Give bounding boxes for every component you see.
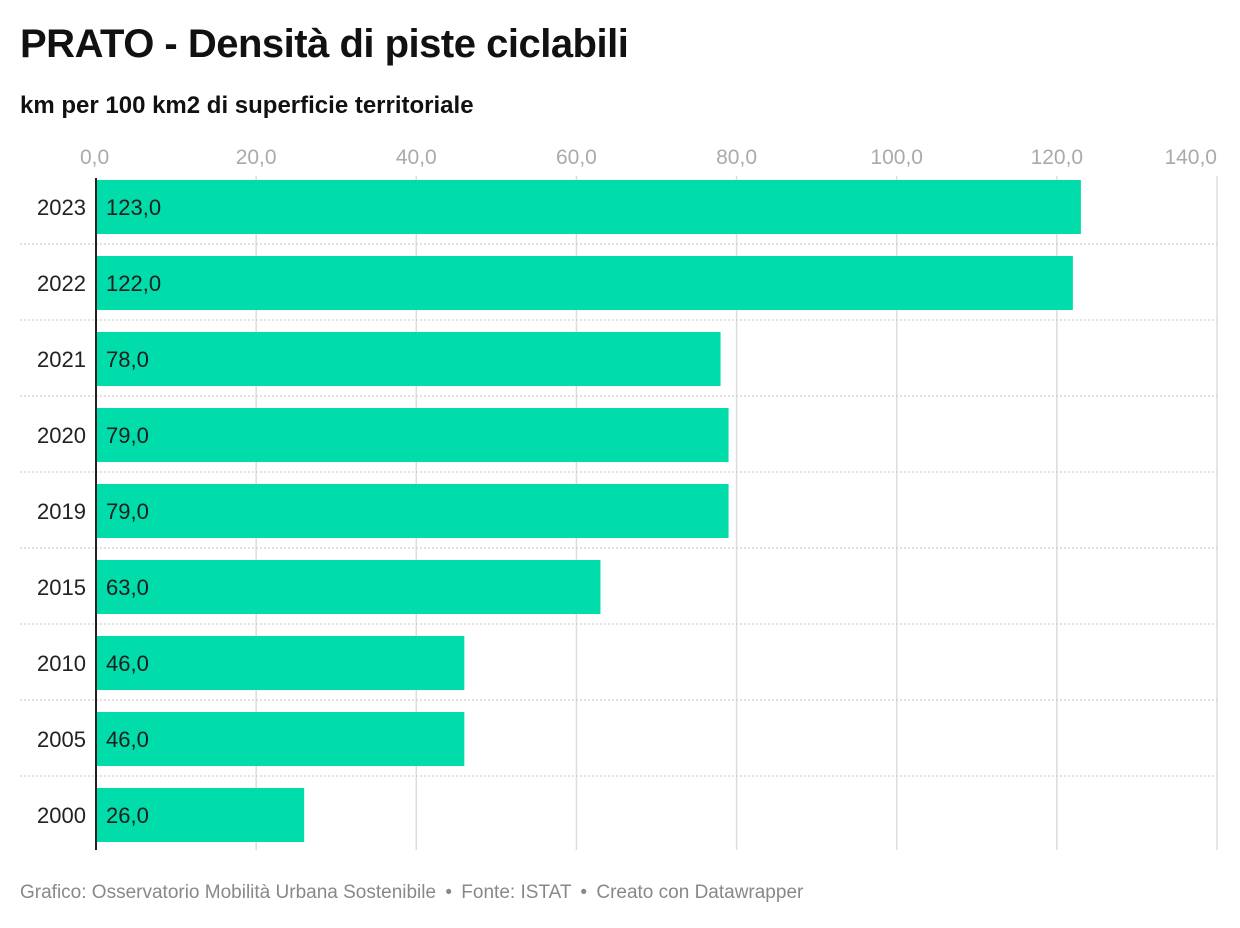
y-category-label: 2019 bbox=[37, 499, 86, 524]
bar-value-label: 78,0 bbox=[106, 347, 149, 372]
bar bbox=[96, 636, 465, 690]
chart-credit: Grafico: Osservatorio Mobilità Urbana So… bbox=[20, 882, 437, 903]
bar bbox=[96, 484, 729, 538]
bar-chart: 0,0 20,0 40,0 60,0 80,0 100,0 120,0 140,0 2023 12… bbox=[20, 146, 1218, 850]
y-category-label: 2022 bbox=[37, 271, 86, 296]
x-tick-label: 60,0 bbox=[556, 146, 597, 169]
y-category-label: 2010 bbox=[37, 651, 86, 676]
bar-value-label: 79,0 bbox=[106, 499, 149, 524]
bar bbox=[96, 560, 601, 614]
bar bbox=[96, 180, 1081, 234]
tool-credit: Creato con Datawrapper bbox=[596, 882, 804, 903]
bar-value-label: 123,0 bbox=[106, 195, 161, 220]
chart-subtitle: km per 100 km2 di superficie territorial… bbox=[20, 92, 474, 119]
bar-value-label: 46,0 bbox=[106, 651, 149, 676]
x-tick-label: 20,0 bbox=[236, 146, 277, 169]
bar-value-label: 63,0 bbox=[106, 575, 149, 600]
y-category-label: 2023 bbox=[37, 195, 86, 220]
x-tick-label: 100,0 bbox=[870, 146, 923, 169]
x-tick-label: 120,0 bbox=[1031, 146, 1084, 169]
x-tick-label: 40,0 bbox=[396, 146, 437, 169]
bar bbox=[96, 788, 305, 842]
bar bbox=[96, 712, 465, 766]
y-category-label: 2020 bbox=[37, 423, 86, 448]
bar bbox=[96, 256, 1073, 310]
x-tick-label: 0,0 bbox=[80, 146, 109, 169]
x-tick-label: 140,0 bbox=[1164, 146, 1217, 169]
bar-value-label: 79,0 bbox=[106, 423, 149, 448]
y-category-label: 2021 bbox=[37, 347, 86, 372]
footer-separator: • bbox=[580, 882, 588, 903]
bar-value-label: 26,0 bbox=[106, 803, 149, 828]
x-tick-label: 80,0 bbox=[716, 146, 757, 169]
y-category-label: 2005 bbox=[37, 727, 86, 752]
bar-value-label: 122,0 bbox=[106, 271, 161, 296]
bar bbox=[96, 408, 729, 462]
y-category-label: 2015 bbox=[37, 575, 86, 600]
y-category-label: 2000 bbox=[37, 803, 86, 828]
bar bbox=[96, 332, 721, 386]
bar-value-label: 46,0 bbox=[106, 727, 149, 752]
chart-footer: Grafico: Osservatorio Mobilità Urbana So… bbox=[20, 882, 803, 904]
footer-separator: • bbox=[445, 882, 453, 903]
source-credit: Fonte: ISTAT bbox=[461, 882, 572, 903]
chart-title: PRATO - Densità di piste ciclabili bbox=[20, 22, 629, 66]
